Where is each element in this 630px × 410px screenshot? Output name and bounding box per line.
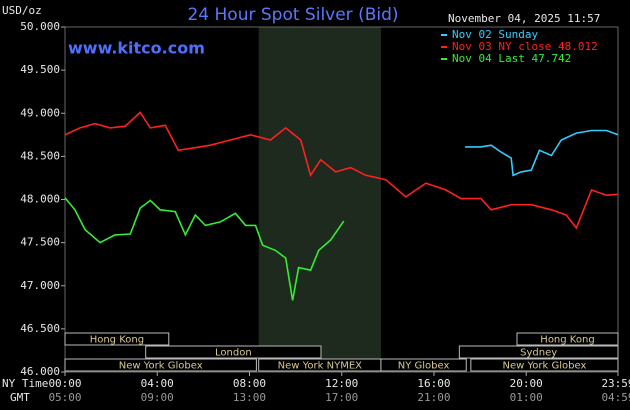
session-box [470, 358, 619, 372]
y-tick-label: 50.000 [20, 20, 60, 33]
session-box [64, 358, 257, 372]
session-box [64, 332, 170, 346]
y-tick-label: 49.000 [20, 106, 60, 119]
x-tick-label: 00:00 [48, 377, 81, 390]
session-box [380, 358, 467, 372]
gmt-tick-label: 01:00 [510, 391, 543, 404]
gmt-tick-label: 05:00 [48, 391, 81, 404]
y-tick-label: 46.500 [20, 322, 60, 335]
x-row-label: NY Time [2, 377, 48, 390]
session-label: New York Globex [503, 361, 587, 372]
y-tick-label: 49.500 [20, 63, 60, 76]
legend-label: Nov 02 Sunday [452, 28, 538, 41]
session-label: Hong Kong [90, 335, 144, 346]
gmt-tick-label: 13:00 [233, 391, 266, 404]
x-row-label: GMT [10, 391, 30, 404]
gmt-tick-label: 04:59 [601, 391, 630, 404]
y-tick-label: 47.000 [20, 279, 60, 292]
watermark: www.kitco.com [68, 39, 205, 58]
y-axis-label: USD/oz [2, 4, 42, 17]
series-line [64, 111, 619, 230]
y-tick-label: 46.000 [20, 365, 60, 378]
timestamp: November 04, 2025 11:57 [448, 12, 600, 25]
session-box [516, 332, 619, 346]
x-tick-label: 08:00 [233, 377, 266, 390]
x-tick-label: 20:00 [510, 377, 543, 390]
nymex-shade [258, 27, 381, 372]
gmt-tick-label: 17:00 [325, 391, 358, 404]
session-label: Hong Kong [540, 335, 594, 346]
session-box [458, 345, 619, 359]
x-tick-label: 12:00 [325, 377, 358, 390]
y-tick-label: 47.500 [20, 236, 60, 249]
gmt-tick-label: 21:00 [417, 391, 450, 404]
session-label: Sydney [520, 348, 557, 359]
x-tick-label: 16:00 [417, 377, 450, 390]
session-box [145, 345, 322, 359]
y-tick-label: 48.000 [20, 193, 60, 206]
legend-label: Nov 03 NY close 48.012 [452, 40, 598, 53]
session-label: NY Globex [398, 361, 450, 372]
chart-title: 24 Hour Spot Silver (Bid) [187, 5, 398, 25]
session-label: London [215, 348, 252, 359]
session-label: New York NYMEX [278, 361, 363, 372]
y-tick-label: 48.500 [20, 149, 60, 162]
legend-label: Nov 04 Last 47.742 [452, 52, 571, 65]
x-tick-label: 04:00 [141, 377, 174, 390]
x-tick-label: 23:59 [601, 377, 630, 390]
series-line [64, 197, 345, 301]
series-line [465, 129, 619, 177]
session-label: New York Globex [119, 361, 203, 372]
gmt-tick-label: 09:00 [141, 391, 174, 404]
